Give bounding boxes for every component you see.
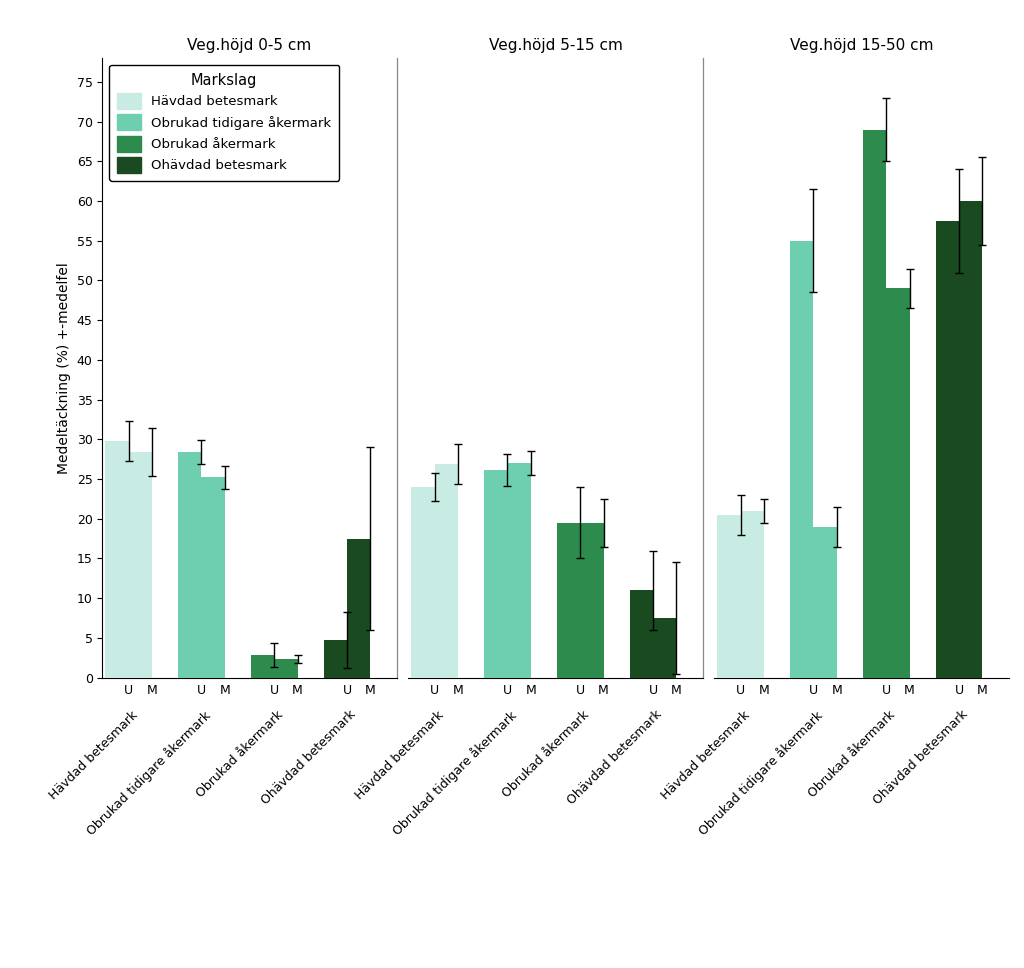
Title: Veg.höjd 0-5 cm: Veg.höjd 0-5 cm [187, 38, 311, 52]
Bar [959, 201, 982, 678]
Text: Obrukad åkermark: Obrukad åkermark [806, 709, 898, 800]
Text: Hävdad betesmark: Hävdad betesmark [352, 709, 446, 802]
Bar [887, 288, 909, 678]
Text: Hävdad betesmark: Hävdad betesmark [47, 709, 140, 802]
Bar [324, 640, 347, 678]
Y-axis label: Medeltäckning (%) +-medelfel: Medeltäckning (%) +-medelfel [57, 262, 71, 473]
Bar [508, 463, 530, 678]
Text: Obrukad åkermark: Obrukad åkermark [195, 709, 286, 800]
Bar [251, 655, 274, 678]
Bar [434, 464, 458, 678]
Bar [202, 477, 224, 678]
Title: Veg.höjd 15-50 cm: Veg.höjd 15-50 cm [790, 38, 933, 52]
Text: Hävdad betesmark: Hävdad betesmark [658, 709, 753, 802]
Bar [557, 523, 581, 678]
Bar [718, 515, 740, 678]
Legend: Hävdad betesmark, Obrukad tidigare åkermark, Obrukad åkermark, Ohävdad betesmark: Hävdad betesmark, Obrukad tidigare åkerm… [109, 65, 339, 181]
Bar [863, 130, 887, 678]
Bar [813, 527, 837, 678]
Bar [105, 440, 129, 678]
Bar [412, 487, 434, 678]
Bar [936, 221, 959, 678]
Text: Ohävdad betesmark: Ohävdad betesmark [259, 709, 358, 807]
Text: Obrukad tidigare åkermark: Obrukad tidigare åkermark [84, 709, 213, 837]
Bar [581, 523, 603, 678]
Title: Veg.höjd 5-15 cm: Veg.höjd 5-15 cm [488, 38, 623, 52]
Bar [630, 590, 653, 678]
Bar [653, 618, 677, 678]
Bar [791, 241, 813, 678]
Text: Obrukad tidigare åkermark: Obrukad tidigare åkermark [695, 709, 825, 837]
Text: Obrukad åkermark: Obrukad åkermark [500, 709, 592, 800]
Bar [740, 511, 764, 678]
Bar [484, 470, 508, 678]
Bar [129, 452, 152, 678]
Text: Obrukad tidigare åkermark: Obrukad tidigare åkermark [390, 709, 519, 837]
Bar [178, 452, 202, 678]
Text: Ohävdad betesmark: Ohävdad betesmark [871, 709, 971, 807]
Bar [347, 538, 371, 678]
Text: Ohävdad betesmark: Ohävdad betesmark [565, 709, 665, 807]
Bar [274, 659, 298, 678]
